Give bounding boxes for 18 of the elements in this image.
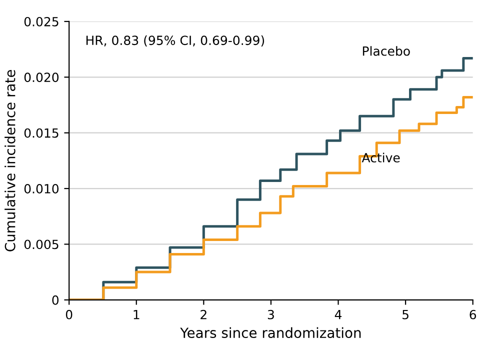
text: Placebo — [362, 46, 410, 56]
x-tick-label: 0 — [66, 310, 72, 320]
x-tick-label: 6 — [470, 310, 476, 320]
y-tick-label: 0 — [52, 295, 59, 305]
x-axis-title: Years since randomization — [180, 327, 361, 338]
x-tick-label: 5 — [402, 310, 408, 320]
y-axis-title: Cumulative incidence rate — [4, 70, 16, 252]
x-tick-label: 2 — [200, 310, 206, 320]
y-tick-label: 0.005 — [24, 240, 58, 250]
y-tick-label: 0.010 — [24, 184, 59, 194]
y-tick-label: 0.020 — [24, 72, 59, 82]
y-tick-label: 0.025 — [24, 16, 58, 26]
x-tick-label: 4 — [334, 310, 342, 320]
annotation: HR, 0.83 (95% CI, 0.69-0.99) — [86, 35, 264, 47]
x-tick-label: 1 — [134, 310, 140, 320]
y-tick-label: 0.015 — [24, 128, 58, 138]
series-label: Active — [362, 152, 400, 162]
x-tick-label: 3 — [268, 310, 274, 320]
